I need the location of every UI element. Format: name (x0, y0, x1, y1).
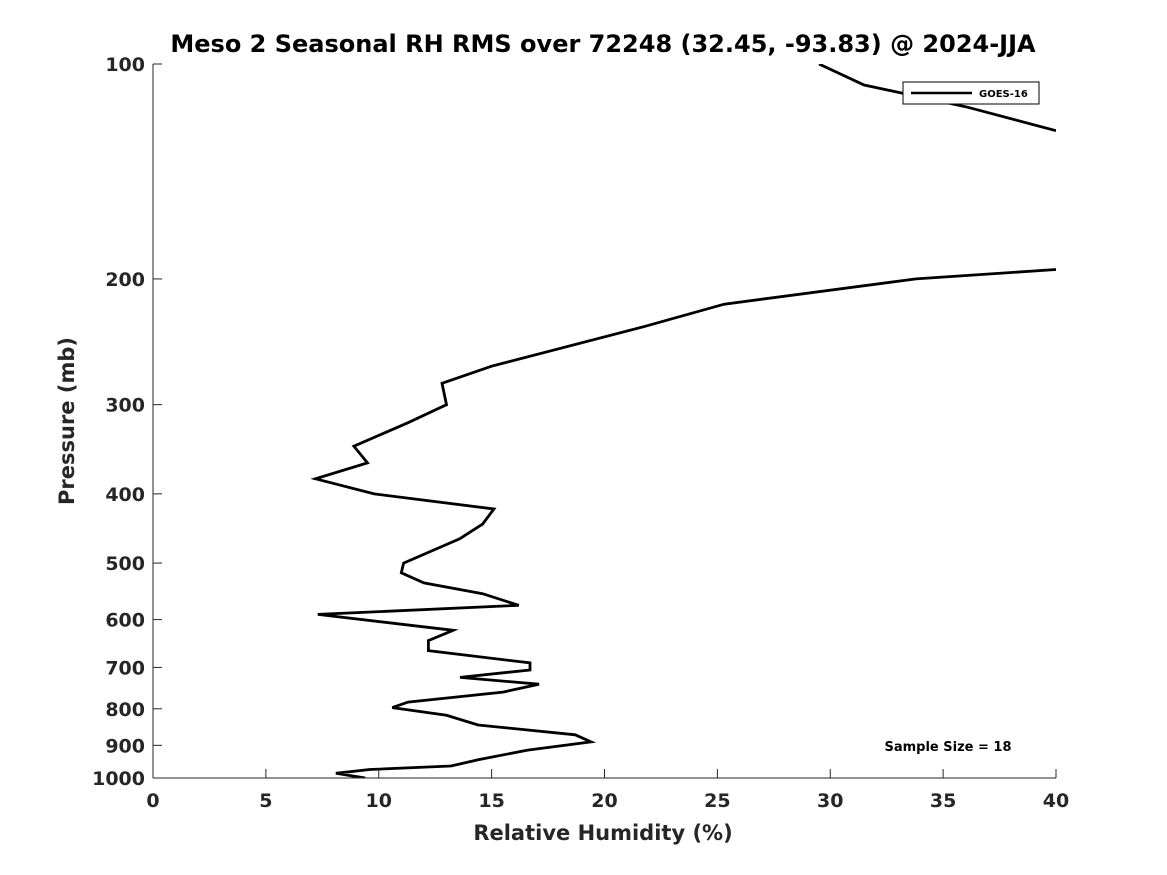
y-tick-label: 700 (105, 657, 145, 679)
series-layer (310, 64, 1056, 778)
x-tick-label: 35 (930, 790, 956, 812)
y-tick-label: 900 (105, 735, 145, 757)
x-tick-label: 20 (591, 790, 617, 812)
x-tick-label: 25 (704, 790, 730, 812)
sample-size-annotation: Sample Size = 18 (884, 740, 1011, 755)
y-tick-label: 200 (105, 269, 145, 291)
y-tick-label: 1000 (92, 768, 145, 790)
x-axis-label: Relative Humidity (%) (473, 821, 732, 845)
y-tick-label: 600 (105, 610, 145, 632)
series-line-goes-16-lower (310, 268, 1056, 778)
y-tick-label: 100 (105, 54, 145, 76)
y-tick-label: 500 (105, 553, 145, 575)
chart-title: Meso 2 Seasonal RH RMS over 72248 (32.45… (170, 30, 1036, 58)
x-tick-label: 30 (817, 790, 843, 812)
y-tick-label: 800 (105, 699, 145, 721)
x-tick-label: 5 (259, 790, 272, 812)
y-tick-label: 300 (105, 395, 145, 417)
ticks-layer: 0 5 10 15 20 25 30 35 40 100 200 300 400 500 600 700 800… (92, 54, 1069, 812)
x-tick-label: 15 (478, 790, 504, 812)
legend: GOES-16 (902, 81, 1040, 105)
y-tick-label: 400 (105, 484, 145, 506)
x-tick-label: 10 (366, 790, 392, 812)
x-tick-label: 40 (1043, 790, 1069, 812)
legend-label-goes-16: GOES-16 (979, 89, 1028, 100)
x-tick-label: 0 (146, 790, 159, 812)
axes-layer (152, 64, 1056, 779)
y-axis-label: Pressure (mb) (55, 337, 79, 505)
